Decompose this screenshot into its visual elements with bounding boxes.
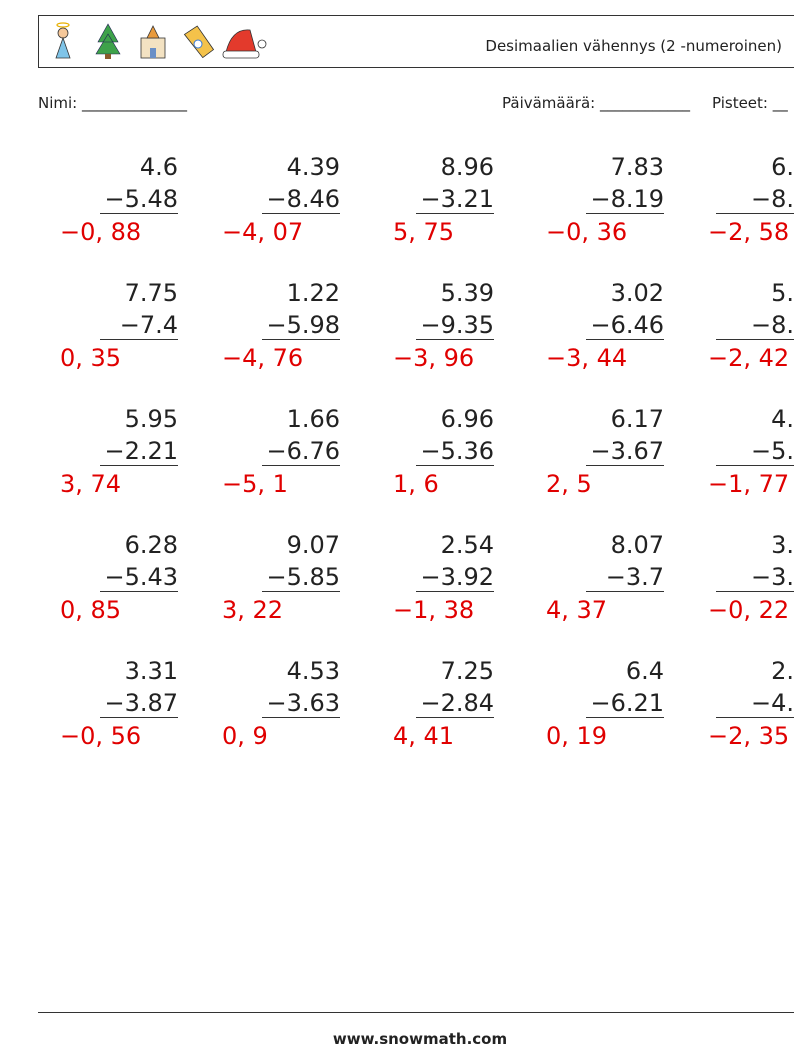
minuend: 5. [771, 279, 794, 307]
answer: −4, 76 [222, 344, 303, 372]
minuend: 8.96 [441, 153, 494, 181]
minuend: 6.96 [441, 405, 494, 433]
subtrahend: −6.46 [590, 311, 664, 339]
minuend: 5.39 [441, 279, 494, 307]
subtrahend: −3.87 [104, 689, 178, 717]
minuend: 8.07 [611, 531, 664, 559]
subtrahend: −5. [751, 437, 794, 465]
answer: 0, 9 [222, 722, 268, 750]
answer: −0, 88 [60, 218, 141, 246]
header-box [38, 15, 794, 68]
minuend: 3.02 [611, 279, 664, 307]
minuend: 2.54 [441, 531, 494, 559]
minuend: 6.4 [626, 657, 664, 685]
answer: 2, 5 [546, 470, 592, 498]
subtrahend: −3.21 [420, 185, 494, 213]
answer: −2, 58 [708, 218, 789, 246]
minuend: 4.53 [287, 657, 340, 685]
subtrahend: −9.35 [420, 311, 494, 339]
subtrahend: −3.92 [420, 563, 494, 591]
subtrahend: −3.67 [590, 437, 664, 465]
minuend: 3.31 [125, 657, 178, 685]
subtrahend: −5.98 [266, 311, 340, 339]
subtrahend: −2.21 [104, 437, 178, 465]
title: Desimaalien vähennys (2 -numeroinen) [485, 37, 782, 55]
minuend: 1.22 [287, 279, 340, 307]
subtrahend: −8.19 [590, 185, 664, 213]
answer: 4, 41 [393, 722, 454, 750]
subtrahend: −8. [751, 185, 794, 213]
minuend: 1.66 [287, 405, 340, 433]
answer: 1, 6 [393, 470, 439, 498]
subtrahend: −5.36 [420, 437, 494, 465]
minuend: 6.17 [611, 405, 664, 433]
minuend: 2. [771, 657, 794, 685]
score-field: Pisteet: __ [712, 94, 788, 113]
name-field: Nimi: ______________ [38, 94, 187, 113]
minuend: 6.28 [125, 531, 178, 559]
minuend: 6. [771, 153, 794, 181]
answer: −3, 44 [546, 344, 627, 372]
subtrahend: −6.21 [590, 689, 664, 717]
subtrahend: −3. [751, 563, 794, 591]
answer: −1, 77 [708, 470, 789, 498]
subtrahend: −4. [751, 689, 794, 717]
minuend: 9.07 [287, 531, 340, 559]
subtrahend: −3.63 [266, 689, 340, 717]
minuend: 4. [771, 405, 794, 433]
answer: −0, 36 [546, 218, 627, 246]
answer: −5, 1 [222, 470, 288, 498]
answer: 0, 19 [546, 722, 607, 750]
answer: −0, 56 [60, 722, 141, 750]
minuend: 7.83 [611, 153, 664, 181]
answer: −1, 38 [393, 596, 474, 624]
icons [55, 22, 267, 59]
answer: 5, 75 [393, 218, 454, 246]
subtrahend: −8. [751, 311, 794, 339]
answer: 4, 37 [546, 596, 607, 624]
minuend: 7.75 [125, 279, 178, 307]
footer: www.snowmath.com [333, 1030, 507, 1048]
answer: 0, 85 [60, 596, 121, 624]
answer: 3, 74 [60, 470, 121, 498]
answer: −4, 07 [222, 218, 303, 246]
subtrahend: −5.85 [266, 563, 340, 591]
subtrahend: −5.43 [104, 563, 178, 591]
subtrahend: −3.7 [606, 563, 664, 591]
subtrahend: −8.46 [266, 185, 340, 213]
answer: 0, 35 [60, 344, 121, 372]
date-field: Päivämäärä: ____________ [502, 94, 690, 113]
subtrahend: −2.84 [420, 689, 494, 717]
minuend: 7.25 [441, 657, 494, 685]
minuend: 5.95 [125, 405, 178, 433]
subtrahend: −6.76 [266, 437, 340, 465]
answer: 3, 22 [222, 596, 283, 624]
answer: −3, 96 [393, 344, 474, 372]
answer: −2, 35 [708, 722, 789, 750]
minuend: 3. [771, 531, 794, 559]
subtrahend: −7.4 [120, 311, 178, 339]
answer: −0, 22 [708, 596, 789, 624]
minuend: 4.6 [140, 153, 178, 181]
answer: −2, 42 [708, 344, 789, 372]
minuend: 4.39 [287, 153, 340, 181]
subtrahend: −5.48 [104, 185, 178, 213]
